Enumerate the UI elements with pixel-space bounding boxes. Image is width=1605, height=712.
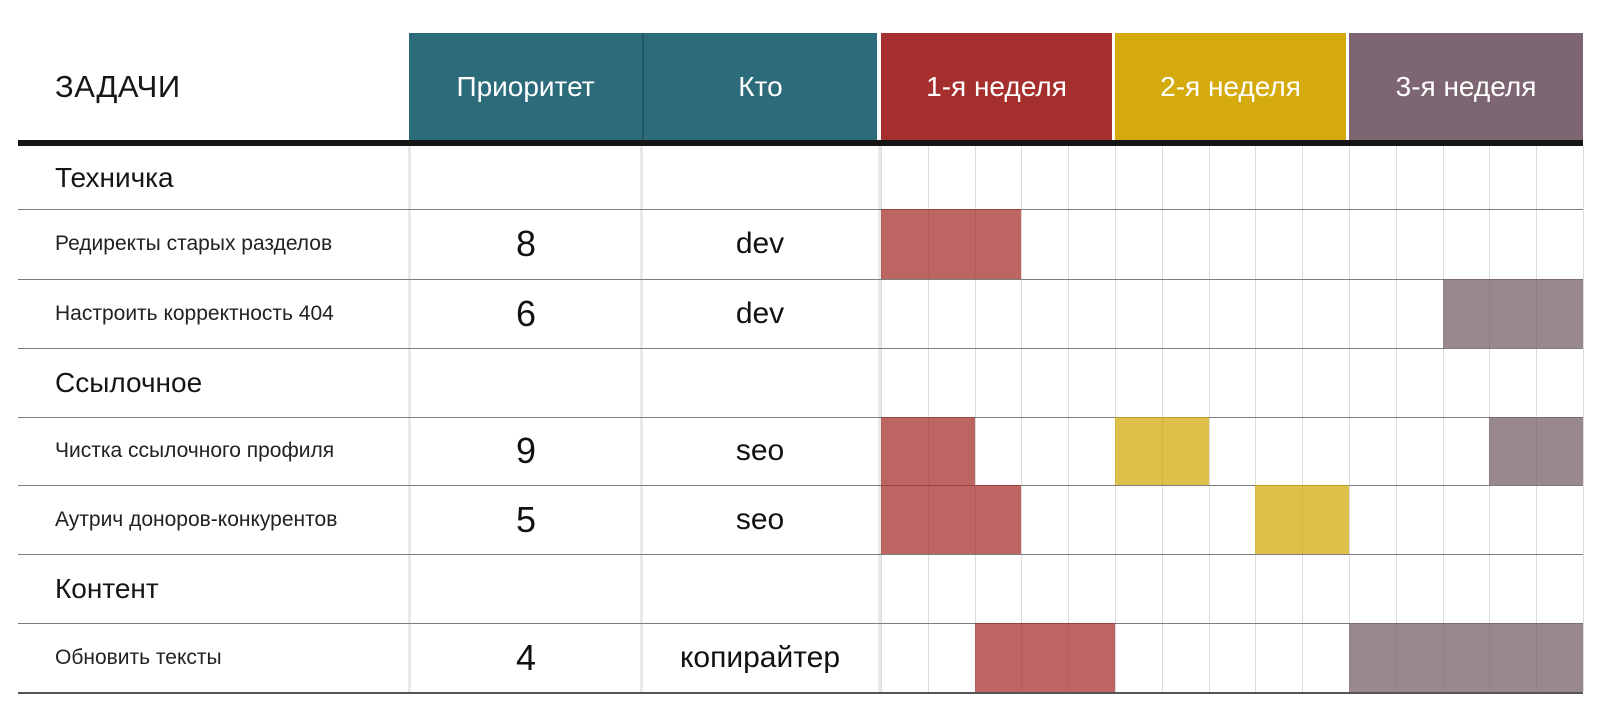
day-grid-line: [927, 146, 929, 692]
section-row-label: Контент: [55, 572, 159, 604]
task-row-label: Обновить тексты: [55, 645, 222, 669]
day-grid-line: [1583, 146, 1584, 692]
header-who: Кто: [738, 70, 783, 102]
gantt-bar-week3: [1349, 623, 1583, 692]
column-separator: [408, 146, 411, 692]
gantt-bar-week3: [1489, 417, 1583, 485]
who-cell: seo: [735, 502, 785, 536]
who-cell: dev: [735, 227, 785, 260]
who-cell: копирайтер: [679, 640, 841, 674]
row-separator-line: [18, 485, 1583, 486]
row-separator-line: [18, 348, 1583, 349]
day-grid-line: [1255, 146, 1257, 692]
day-grid-line: [1115, 146, 1116, 692]
gantt-bar-week1: [881, 209, 1022, 279]
header-cell-divider: [642, 33, 644, 140]
day-grid-line: [1302, 146, 1304, 692]
day-grid-line: [1021, 146, 1023, 692]
column-separator: [878, 146, 881, 692]
task-row-label: Настроить корректность 404: [55, 301, 334, 325]
priority-cell: 4: [515, 636, 537, 678]
row-separator-line: [18, 692, 1583, 694]
day-grid-line: [1489, 146, 1491, 692]
task-row-label: Чистка ссылочного профиля: [55, 439, 335, 462]
who-cell: seo: [735, 434, 785, 467]
day-grid-line: [1536, 146, 1538, 692]
day-grid-line: [1208, 146, 1210, 692]
row-separator-line: [18, 417, 1583, 418]
who-cell: dev: [735, 296, 785, 330]
section-row-label: Ссылочное: [55, 366, 203, 398]
gantt-bar-week2: [1255, 485, 1349, 554]
day-grid-line: [1395, 146, 1397, 692]
row-separator-line: [18, 209, 1583, 210]
gantt-bar-week1: [974, 623, 1115, 692]
header-week1: 1-я неделя: [881, 33, 1112, 140]
header-week2: 2-я неделя: [1115, 33, 1346, 140]
priority-cell: 8: [515, 223, 537, 264]
section-row-label: Техничка: [55, 161, 174, 193]
gantt-bar-week1: [881, 485, 1022, 554]
day-grid-line: [1161, 146, 1163, 692]
row-separator-line: [18, 623, 1583, 624]
header-week3: 3-я неделя: [1349, 33, 1583, 140]
priority-cell: 9: [515, 430, 537, 471]
gantt-bar-week2: [1115, 417, 1209, 485]
priority-cell: 6: [515, 292, 537, 334]
day-grid-line: [1349, 146, 1350, 692]
day-grid-line: [881, 146, 882, 692]
column-separator: [640, 146, 643, 692]
row-separator-line: [18, 554, 1583, 555]
row-separator-line: [18, 279, 1583, 280]
header-priority: Приоритет: [456, 70, 595, 102]
day-grid-line: [1442, 146, 1444, 692]
gantt-bar-week3: [1442, 279, 1583, 348]
task-row-label: Аутрич доноров-конкурентов: [55, 507, 338, 531]
priority-cell: 5: [515, 498, 537, 540]
header-rule: [18, 140, 1583, 146]
gantt-bar-week1: [881, 417, 975, 485]
day-grid-line: [1068, 146, 1070, 692]
day-grid-line: [974, 146, 976, 692]
header-group-meta: Приоритет Кто: [409, 33, 877, 140]
tasks-column-header: ЗАДАЧИ: [55, 68, 181, 104]
task-row-label: Редиректы старых разделов: [55, 232, 333, 255]
